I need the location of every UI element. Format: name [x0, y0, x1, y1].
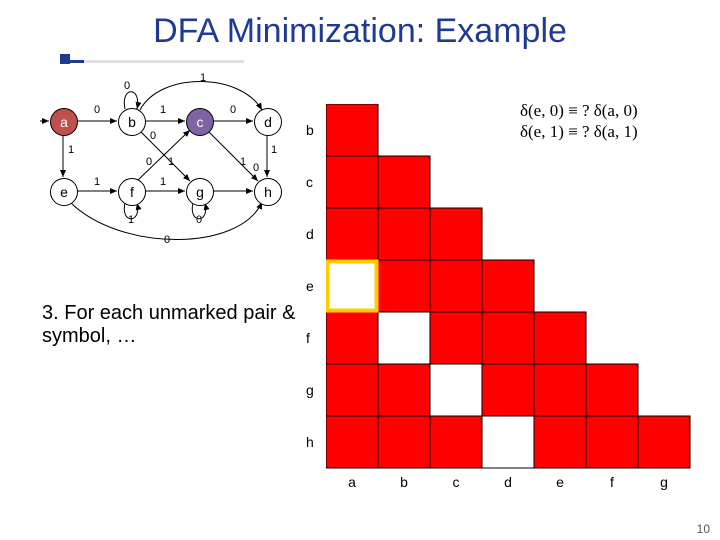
edge-label: 1	[68, 144, 74, 156]
col-label: f	[610, 474, 614, 490]
row-label: h	[306, 434, 314, 450]
row-label: f	[306, 330, 310, 346]
node-e: e	[50, 178, 78, 206]
row-label: g	[306, 382, 314, 398]
grid-cell	[482, 416, 534, 468]
grid-cell	[378, 416, 430, 468]
grid-cell	[482, 312, 534, 364]
grid-cell	[586, 416, 638, 468]
col-label: e	[556, 474, 564, 490]
grid-cell	[638, 416, 690, 468]
node-f: f	[118, 178, 146, 206]
grid-cell	[534, 364, 586, 416]
edge-label: 1	[128, 214, 134, 226]
edge-label: 0	[150, 130, 156, 142]
edge-label: 1	[168, 156, 174, 168]
row-label: c	[306, 174, 313, 190]
slide-number: 10	[697, 522, 710, 536]
col-label: c	[453, 474, 460, 490]
grid-cell	[534, 416, 586, 468]
page-title: DFA Minimization: Example	[153, 12, 567, 50]
grid-cell	[326, 312, 378, 364]
edge-label: 0	[230, 104, 236, 116]
edge-label: 1	[240, 156, 246, 168]
grid-cell	[430, 416, 482, 468]
title-decor	[60, 60, 244, 63]
col-label: b	[400, 474, 408, 490]
step-text: 3. For each unmarked pair & symbol, …	[42, 302, 342, 348]
grid-cell	[378, 208, 430, 260]
grid-cell	[326, 208, 378, 260]
grid-cell	[378, 260, 430, 312]
node-c: c	[186, 108, 214, 136]
col-label: g	[660, 474, 668, 490]
node-d: d	[254, 108, 282, 136]
node-a: a	[50, 108, 78, 136]
grid-cell	[326, 260, 378, 312]
edge-label: 0	[124, 80, 130, 92]
distinguishability-table	[326, 104, 706, 504]
edge-label: 1	[160, 104, 166, 116]
dfa-diagram: a b c d e f g h 0 1 0 1 0 1 0 1 0 1 1 1 …	[40, 74, 320, 254]
grid-cell	[586, 364, 638, 416]
edge-label: 0	[94, 104, 100, 116]
grid-cell	[326, 364, 378, 416]
dfa-edges	[40, 74, 320, 254]
grid-cell	[326, 156, 378, 208]
edge-label: 0	[196, 214, 202, 226]
grid-cell	[482, 260, 534, 312]
grid-cell	[430, 208, 482, 260]
edge-label: 1	[94, 176, 100, 188]
grid-cell	[378, 312, 430, 364]
col-label: d	[504, 474, 512, 490]
edge-label: 0	[253, 162, 259, 174]
grid-cell	[378, 364, 430, 416]
node-h: h	[254, 178, 282, 206]
row-label: b	[306, 122, 314, 138]
edge-label: 0	[164, 234, 170, 246]
node-b: b	[118, 108, 146, 136]
grid-cell	[430, 260, 482, 312]
grid-cell	[326, 416, 378, 468]
grid-cell	[378, 156, 430, 208]
row-label: e	[306, 278, 314, 294]
grid-cell	[326, 104, 378, 156]
edge-label: 1	[271, 144, 277, 156]
edge-label: 0	[146, 156, 152, 168]
row-label: d	[306, 226, 314, 242]
grid-cell	[534, 312, 586, 364]
node-g: g	[186, 178, 214, 206]
edge-label: 1	[160, 176, 166, 188]
edge-label: 1	[200, 72, 206, 84]
grid-cell	[430, 364, 482, 416]
grid-cell	[430, 312, 482, 364]
grid-cell	[482, 364, 534, 416]
col-label: a	[348, 474, 356, 490]
